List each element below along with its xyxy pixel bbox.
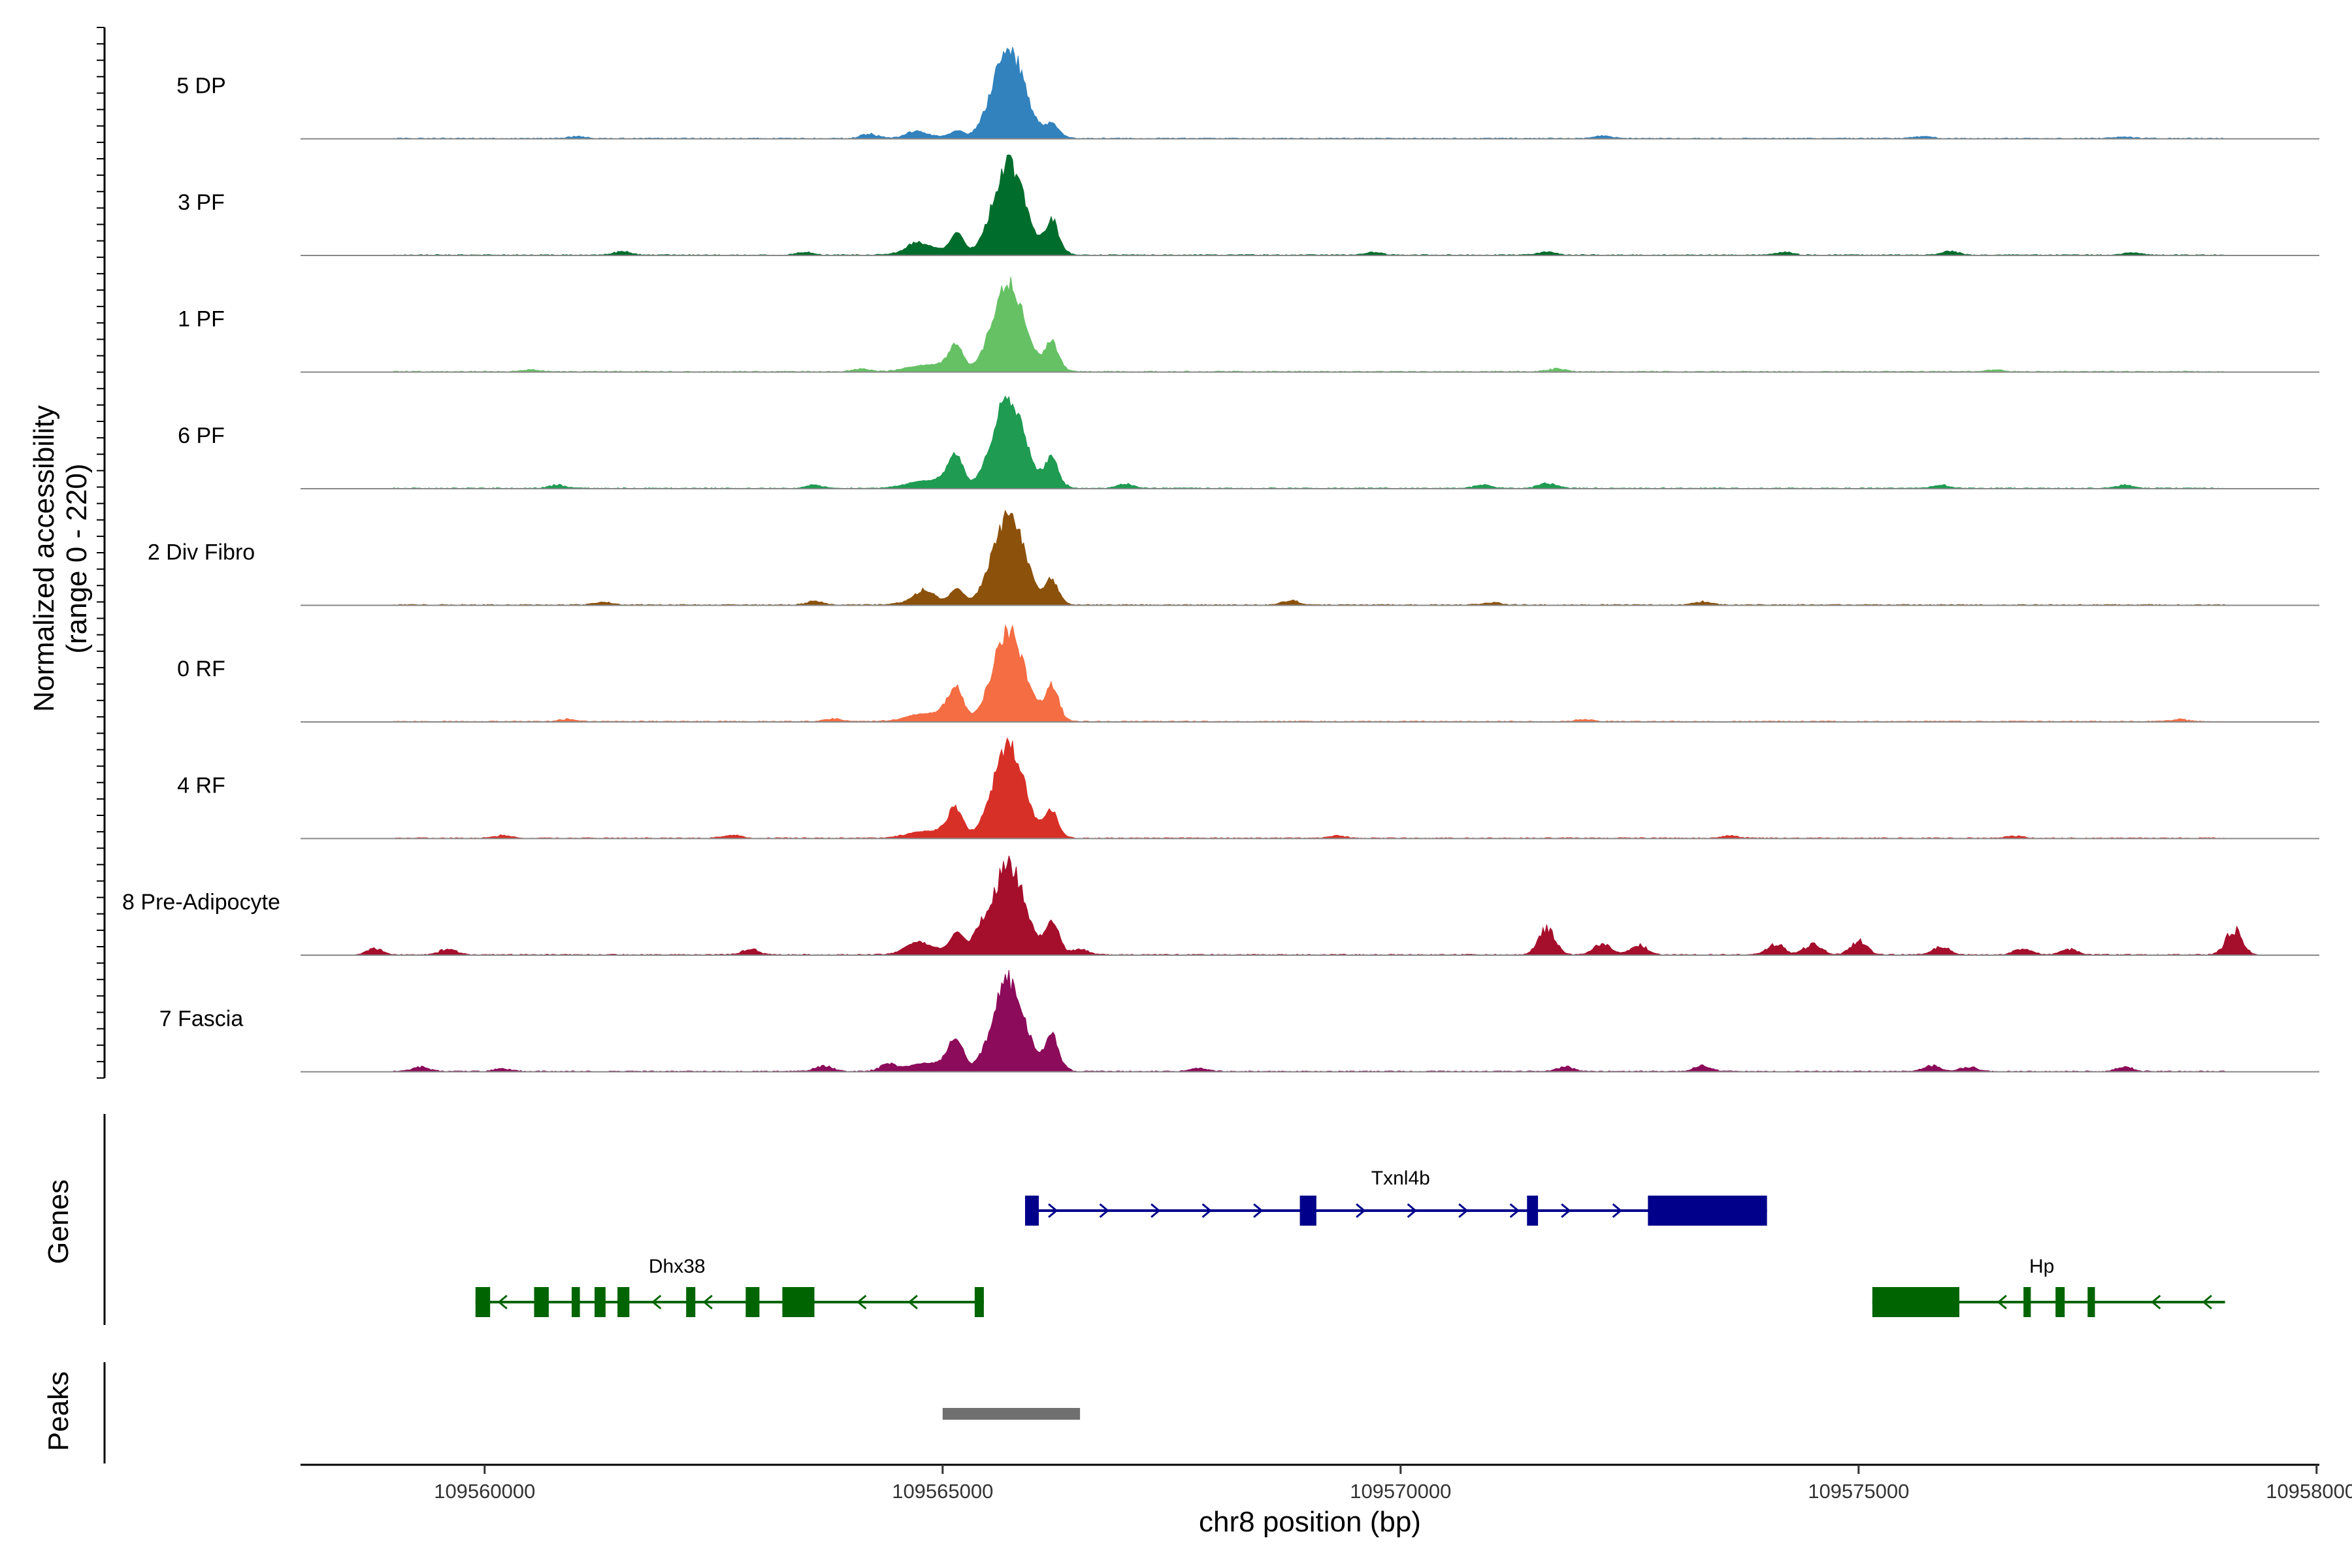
track-5-dp: 5 DP: [176, 46, 2319, 140]
strand-arrow: [1997, 1294, 2007, 1310]
strand-arrow: [1253, 1203, 1264, 1218]
y-axis-title-line1: Normalized accessibility: [28, 405, 60, 711]
gene-exon: [1024, 1196, 1039, 1226]
track-3-pf: 3 PF: [178, 154, 2319, 256]
coverage-area: [301, 154, 2319, 256]
track-label: 0 RF: [177, 657, 225, 681]
track-label: 5 DP: [176, 74, 226, 99]
gene-exon: [595, 1287, 606, 1317]
coverage-area: [301, 509, 2319, 606]
track-0-rf: 0 RF: [177, 624, 2319, 723]
track-7-fascia: 7 Fascia: [159, 970, 2319, 1073]
x-axis-title: chr8 position (bp): [1199, 1506, 1421, 1538]
y-axis-title: Normalized accessibility (range 0 - 220): [28, 405, 93, 711]
track-label: 3 PF: [178, 190, 225, 215]
gene-label: Txnl4b: [1371, 1168, 1430, 1189]
gene-label: Dhx38: [649, 1256, 706, 1277]
track-4-rf: 4 RF: [177, 737, 2319, 840]
track-label: 8 Pre-Adipocyte: [122, 890, 280, 915]
x-tick-label: 109575000: [1808, 1480, 1909, 1503]
strand-arrow: [1458, 1203, 1469, 1218]
strand-arrow: [497, 1294, 508, 1310]
strand-arrow: [1509, 1203, 1520, 1218]
strand-arrow: [1099, 1203, 1109, 1218]
gene-exon: [1872, 1287, 1960, 1317]
x-tick-label: 109565000: [892, 1480, 993, 1503]
gene-exon: [2055, 1287, 2065, 1317]
strand-arrow: [857, 1294, 867, 1310]
strand-arrow: [1356, 1203, 1366, 1218]
strand-arrow: [907, 1294, 918, 1310]
strand-arrow: [1612, 1203, 1623, 1218]
gene-exon: [475, 1287, 491, 1317]
gene-exon: [782, 1287, 815, 1317]
strand-arrow: [702, 1294, 713, 1310]
gene-txnl4b: Txnl4b: [1024, 1168, 1767, 1226]
track-6-pf: 6 PF: [178, 395, 2319, 489]
coverage-area: [301, 970, 2319, 1073]
peak-region: [942, 1408, 1081, 1420]
coverage-y-ticks: [97, 27, 105, 1079]
track-8-pre-adipocyte: 8 Pre-Adipocyte: [122, 855, 2319, 956]
gene-exon: [617, 1287, 630, 1317]
peaks-panel-title: Peaks: [42, 1371, 74, 1451]
coverage-area: [301, 624, 2319, 723]
x-tick-label: 109560000: [434, 1480, 535, 1503]
gene-dhx38: Dhx38: [475, 1256, 984, 1317]
strand-arrow: [2151, 1294, 2161, 1310]
track-label: 2 Div Fibro: [148, 540, 255, 565]
coverage-tracks: 5 DP 3 PF 1 PF 6 PF 2 Div Fibro 0 RF 4 RF 8 Pre…: [122, 46, 2319, 1073]
gene-exon: [1527, 1196, 1539, 1226]
track-label: 1 PF: [178, 307, 225, 332]
genes-panel: Txnl4b Dhx38 Hp: [475, 1168, 2225, 1317]
gene-exon: [1648, 1196, 1767, 1226]
strand-arrow: [2202, 1294, 2212, 1310]
strand-arrow: [1407, 1203, 1417, 1218]
gene-exon: [2023, 1287, 2031, 1317]
track-label: 7 Fascia: [159, 1007, 244, 1032]
x-axis-ticks: 109560000 109565000 109570000 109575000 1095…: [434, 1465, 2352, 1503]
coverage-area: [301, 276, 2319, 373]
coverage-area: [301, 395, 2319, 489]
track-1-pf: 1 PF: [178, 276, 2319, 373]
coverage-area: [301, 855, 2319, 956]
track-label: 4 RF: [177, 774, 225, 798]
strand-arrow: [651, 1294, 662, 1310]
gene-exon: [534, 1287, 549, 1317]
gene-exon: [745, 1287, 760, 1317]
x-tick-label: 109580000: [2266, 1480, 2352, 1503]
gene-exon: [974, 1287, 984, 1317]
gene-label: Hp: [2029, 1256, 2054, 1277]
x-tick-label: 109570000: [1350, 1480, 1451, 1503]
strand-arrow: [1201, 1203, 1212, 1218]
gene-exon: [2087, 1287, 2095, 1317]
gene-exon: [1299, 1196, 1316, 1226]
track-label: 6 PF: [178, 423, 225, 448]
strand-arrow: [1048, 1203, 1058, 1218]
strand-arrow: [1151, 1203, 1161, 1218]
y-axis-title-line2: (range 0 - 220): [61, 463, 93, 653]
gene-exon: [571, 1287, 580, 1317]
coverage-area: [301, 46, 2319, 140]
track-2-div-fibro: 2 Div Fibro: [148, 509, 2319, 606]
genes-panel-title: Genes: [42, 1179, 74, 1264]
coverage-area: [301, 737, 2319, 840]
gene-exon: [686, 1287, 696, 1317]
gene-hp: Hp: [1872, 1256, 2225, 1317]
peaks-panel: [942, 1408, 1081, 1420]
strand-arrow: [1561, 1203, 1571, 1218]
